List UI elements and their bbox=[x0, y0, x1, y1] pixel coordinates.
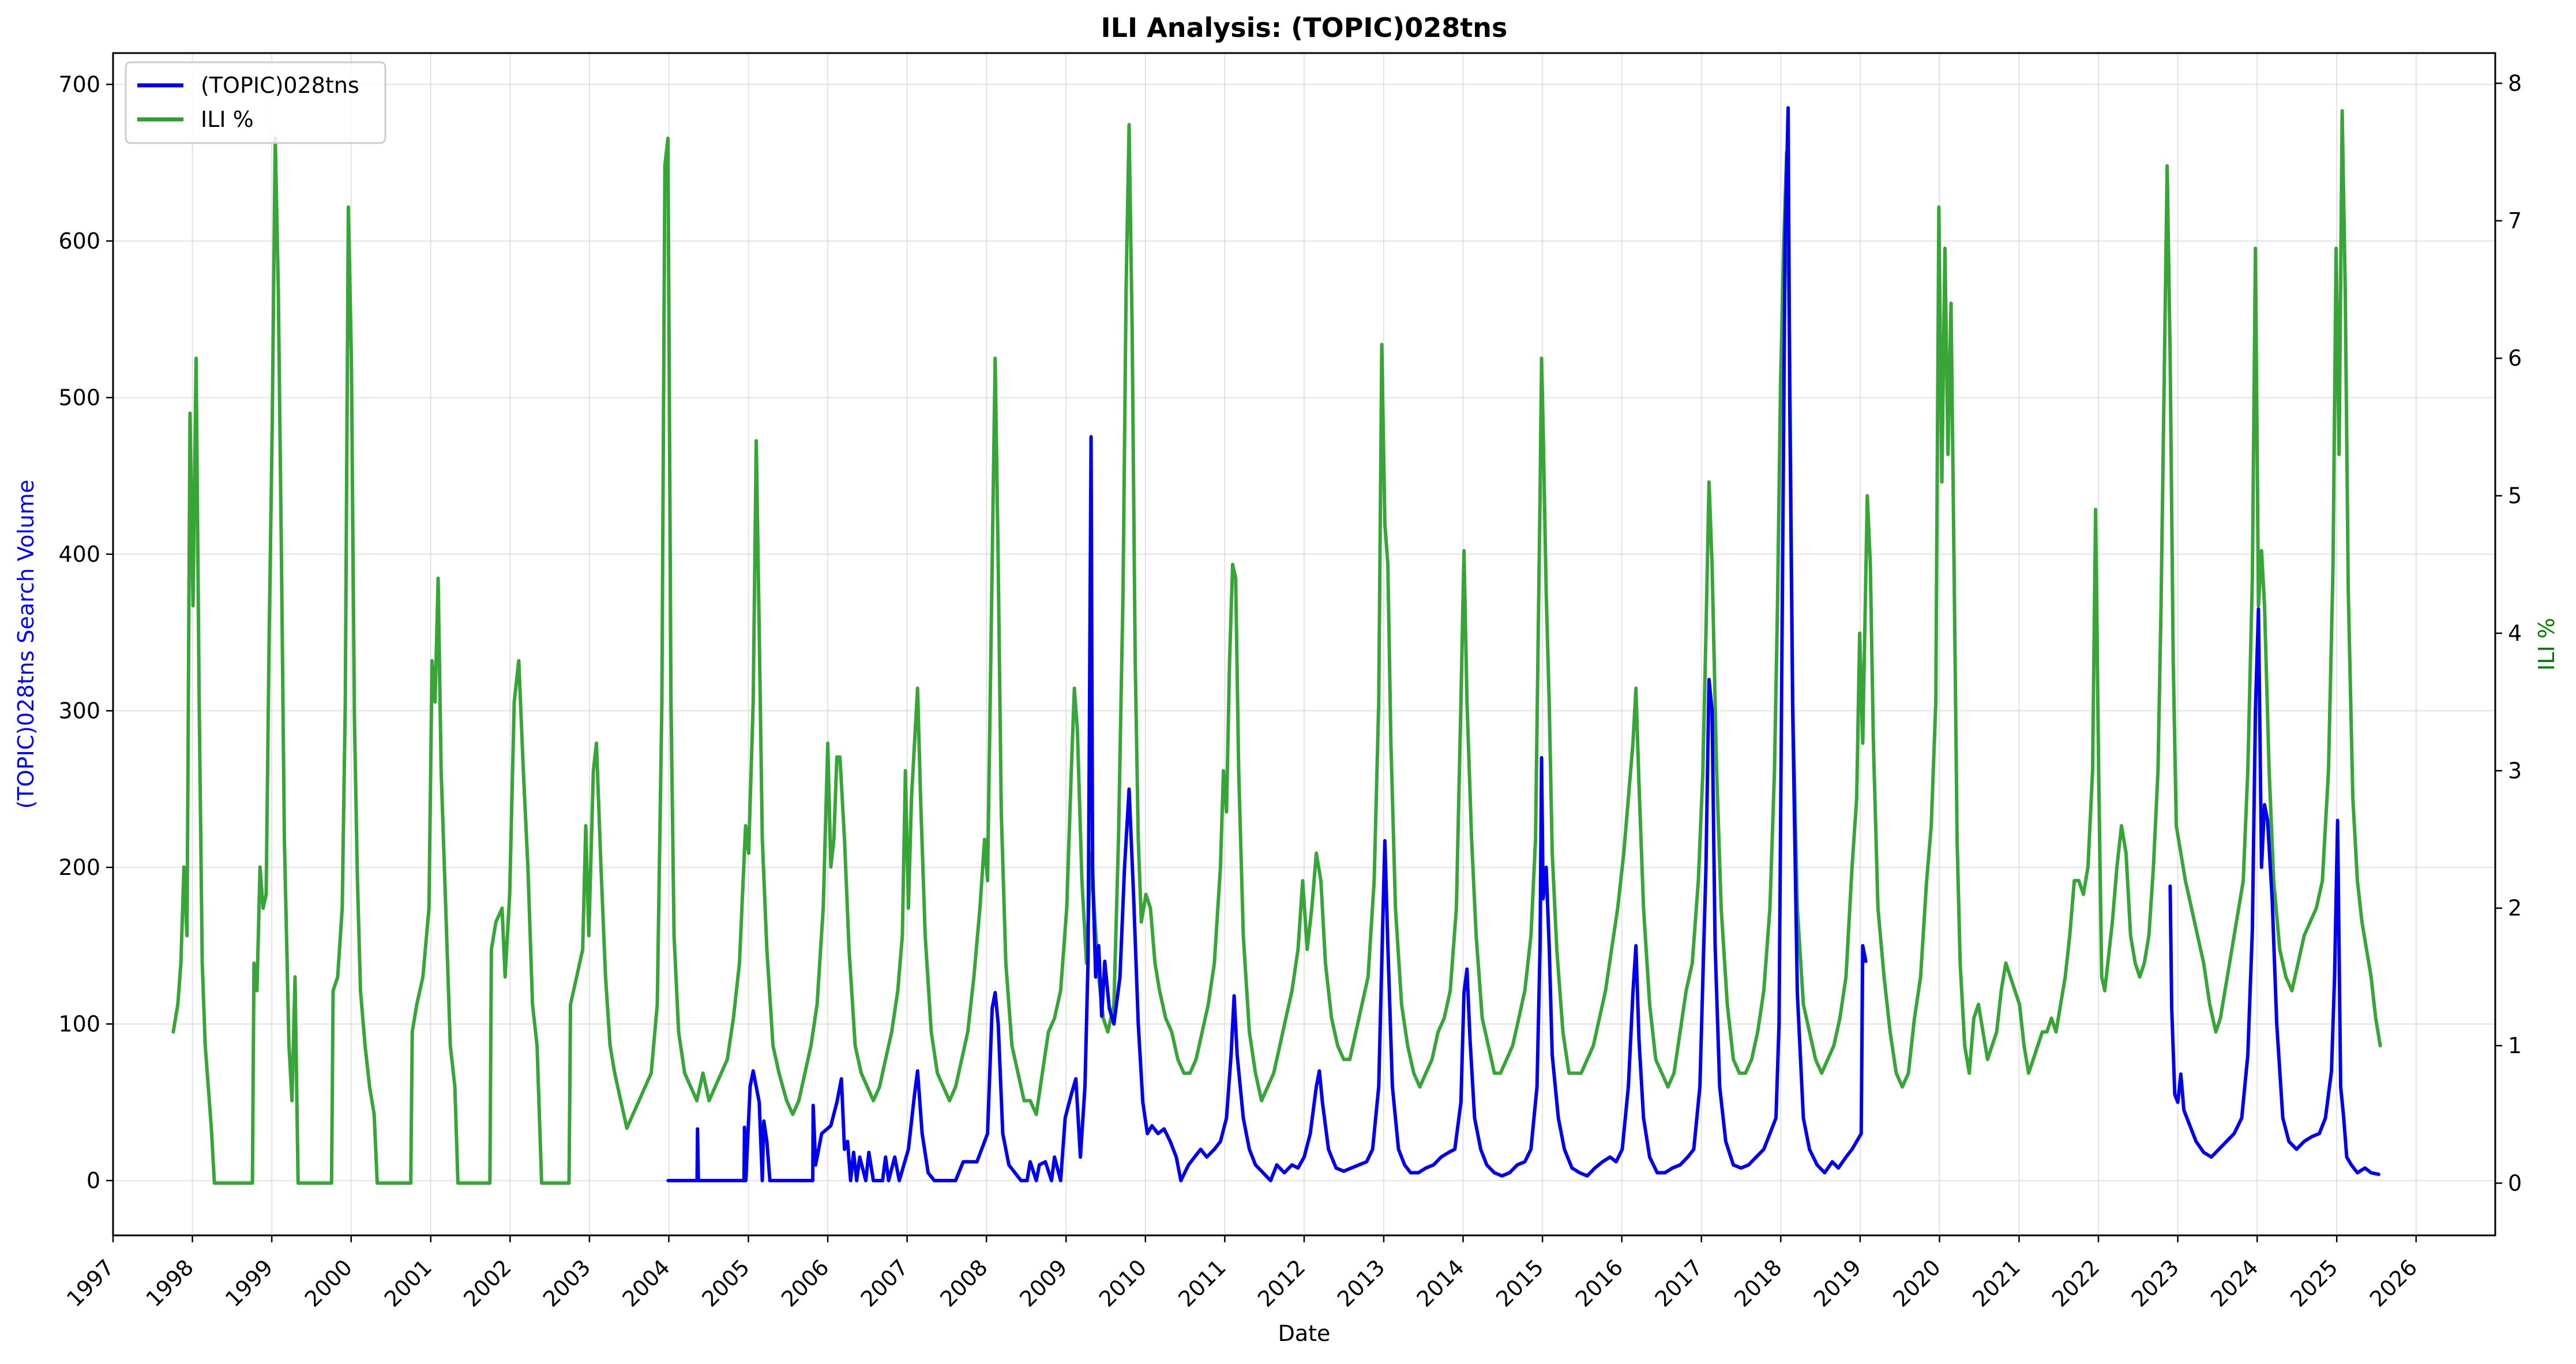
x-tick-label: 2012 bbox=[1253, 1254, 1310, 1312]
x-tick-label: 2021 bbox=[1967, 1254, 2025, 1312]
search-volume-line bbox=[2168, 607, 2380, 1177]
x-tick-label: 2026 bbox=[2365, 1254, 2423, 1312]
x-tick-label: 2010 bbox=[1094, 1254, 1152, 1312]
x-tick-label: 2006 bbox=[776, 1254, 834, 1312]
x-tick-label: 2019 bbox=[1809, 1254, 1867, 1312]
x-tick-label: 2022 bbox=[2047, 1254, 2105, 1312]
x-tick-label: 2015 bbox=[1491, 1254, 1549, 1312]
x-tick-label: 2005 bbox=[697, 1254, 754, 1312]
series-layer bbox=[171, 106, 2382, 1185]
y-axis-left-label: (TOPIC)028tns Search Volume bbox=[13, 480, 39, 809]
x-tick-label: 2020 bbox=[1888, 1254, 1946, 1312]
x-tick-label: 2004 bbox=[617, 1254, 675, 1312]
y-axis-right-label: ILI % bbox=[2534, 618, 2559, 671]
x-tick-label: 2018 bbox=[1729, 1254, 1787, 1312]
y-left-tick-label: 0 bbox=[87, 1168, 100, 1193]
ili-line bbox=[171, 109, 2382, 1185]
x-tick-label: 1999 bbox=[220, 1254, 278, 1312]
legend-label-ili: ILI % bbox=[201, 107, 254, 132]
x-axis-label: Date bbox=[1278, 1321, 1331, 1346]
x-tick-label: 2007 bbox=[856, 1254, 914, 1312]
y-left-tick-label: 200 bbox=[58, 855, 100, 880]
y-left-tick-label: 500 bbox=[58, 385, 100, 410]
x-tick-label: 2014 bbox=[1412, 1254, 1470, 1312]
y-right-tick-label: 3 bbox=[2508, 758, 2522, 783]
x-tick-label: 1997 bbox=[62, 1254, 119, 1312]
legend-label-search: (TOPIC)028tns bbox=[201, 73, 359, 98]
y-right-tick-label: 0 bbox=[2508, 1170, 2522, 1196]
y-left-tick-label: 300 bbox=[58, 698, 100, 723]
tick-layer: 1997 1998 1999 2000 2001 2002 2003 2004 2005 2006… bbox=[58, 70, 2522, 1312]
x-tick-label: 2000 bbox=[300, 1254, 358, 1312]
search-volume-line bbox=[666, 106, 1868, 1182]
x-tick-label: 2016 bbox=[1571, 1254, 1628, 1312]
x-tick-label: 2017 bbox=[1650, 1254, 1708, 1312]
y-right-tick-label: 2 bbox=[2508, 896, 2522, 921]
x-tick-label: 2011 bbox=[1173, 1254, 1231, 1312]
x-tick-label: 2013 bbox=[1332, 1254, 1390, 1312]
y-right-tick-label: 5 bbox=[2508, 483, 2522, 509]
grid-layer bbox=[112, 53, 2495, 1235]
x-tick-label: 2025 bbox=[2285, 1254, 2343, 1312]
y-right-tick-label: 7 bbox=[2508, 208, 2522, 234]
x-tick-label: 2002 bbox=[459, 1254, 516, 1312]
x-tick-label: 1998 bbox=[141, 1254, 199, 1312]
y-right-tick-label: 4 bbox=[2508, 621, 2522, 646]
y-right-tick-label: 6 bbox=[2508, 345, 2522, 371]
x-tick-label: 2024 bbox=[2206, 1254, 2263, 1312]
x-tick-label: 2008 bbox=[935, 1254, 993, 1312]
y-right-tick-label: 8 bbox=[2508, 70, 2522, 96]
y-left-tick-label: 700 bbox=[58, 72, 100, 97]
chart-title: ILI Analysis: (TOPIC)028tns bbox=[1101, 12, 1508, 43]
y-left-tick-label: 400 bbox=[58, 542, 100, 567]
x-tick-label: 2001 bbox=[380, 1254, 437, 1312]
y-right-tick-label: 1 bbox=[2508, 1033, 2522, 1058]
legend-box bbox=[125, 61, 386, 144]
x-tick-label: 2009 bbox=[1015, 1254, 1072, 1312]
x-tick-label: 2023 bbox=[2127, 1254, 2184, 1312]
x-tick-label: 2003 bbox=[538, 1254, 596, 1312]
y-left-tick-label: 600 bbox=[58, 228, 100, 254]
legend: (TOPIC)028tns ILI % bbox=[125, 61, 386, 144]
y-left-tick-label: 100 bbox=[58, 1011, 100, 1036]
